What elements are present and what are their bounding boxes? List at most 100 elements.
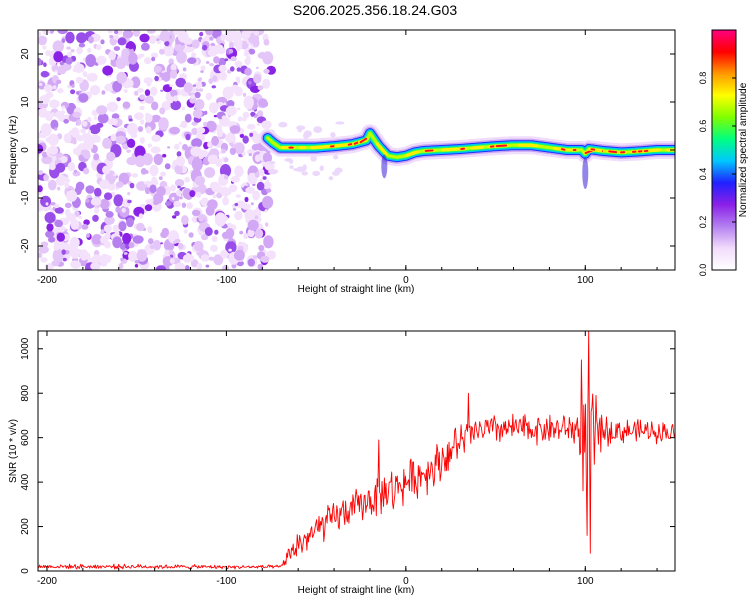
noise-blob — [38, 245, 49, 254]
noise-blob — [203, 121, 208, 127]
noise-blob — [200, 197, 209, 208]
noise-blob — [234, 210, 243, 221]
noise-blob — [63, 133, 72, 144]
ridge-peak — [359, 137, 368, 144]
noise-blob — [81, 224, 89, 230]
noise-blob — [194, 81, 203, 89]
noise-blob — [263, 181, 272, 190]
noise-blob — [231, 258, 236, 263]
noise-blob — [78, 42, 86, 48]
noise-blob — [142, 153, 153, 166]
noise-blob — [228, 41, 234, 48]
noise-blob — [136, 222, 145, 232]
noise-blob — [38, 170, 44, 175]
noise-blob — [268, 169, 278, 175]
noise-blob — [248, 153, 252, 157]
noise-blob — [213, 114, 218, 118]
noise-blob — [86, 233, 90, 238]
noise-blob — [207, 141, 213, 148]
ridge-hotspot — [523, 143, 539, 148]
heatmap-y-axis-label: Frequency (Hz) — [8, 116, 19, 185]
noise-blob — [107, 30, 113, 34]
noise-blob — [99, 179, 110, 190]
noise-blob — [52, 40, 64, 53]
noise-blob — [206, 61, 210, 64]
noise-blob — [246, 149, 255, 155]
noise-blob — [162, 153, 167, 158]
noise-blob — [75, 181, 85, 191]
noise-blob — [221, 264, 230, 270]
noise-blob — [62, 257, 67, 262]
noise-blob — [83, 219, 90, 226]
noise-blob — [193, 240, 204, 252]
noise-blob — [186, 202, 193, 209]
noise-blob — [131, 173, 139, 178]
noise-blob — [56, 79, 62, 85]
noise-blob — [102, 137, 112, 149]
noise-blob — [151, 56, 156, 62]
noise-blob — [173, 200, 182, 208]
noise-blob — [207, 154, 219, 165]
noise-blob — [106, 101, 119, 113]
noise-blob — [278, 121, 288, 128]
noise-blob — [120, 257, 124, 261]
noise-blob — [147, 226, 152, 232]
noise-blob — [123, 252, 128, 255]
noise-blob — [38, 31, 42, 37]
snr-series-line — [38, 331, 675, 570]
noise-blob — [261, 162, 266, 167]
noise-blob — [248, 80, 252, 85]
noise-blob — [204, 167, 216, 178]
noise-blob — [126, 138, 136, 148]
noise-blob — [115, 57, 127, 69]
noise-blob — [67, 161, 76, 172]
noise-blob — [226, 100, 235, 108]
noise-blob — [244, 57, 251, 66]
noise-blob — [104, 216, 115, 225]
noise-blob — [247, 258, 255, 267]
noise-blob — [93, 116, 97, 120]
noise-blob — [149, 35, 157, 44]
noise-blob — [185, 133, 191, 141]
noise-blob — [262, 176, 267, 180]
noise-blob — [110, 134, 117, 142]
colorbar: 0.0 0.2 0.4 0.6 0.8 Normalized spectral ampl… — [698, 29, 749, 276]
noise-blob — [45, 230, 55, 238]
noise-blob — [54, 70, 58, 73]
noise-blob — [94, 207, 100, 214]
noise-blob — [191, 52, 197, 59]
noise-blob — [289, 165, 294, 170]
noise-blob — [209, 62, 215, 67]
colorbar-tick-label: 0.8 — [698, 72, 708, 85]
noise-blob — [53, 51, 64, 63]
heatmap-x-axis-label: Height of straight line (km) — [298, 284, 415, 295]
noise-blob — [233, 142, 245, 155]
noise-blob — [56, 186, 61, 191]
noise-blob — [88, 36, 94, 44]
noise-blob — [63, 176, 69, 182]
noise-blob — [236, 46, 241, 52]
noise-blob — [151, 176, 157, 183]
noise-blob — [232, 208, 237, 211]
noise-blob — [194, 91, 201, 99]
noise-blob — [254, 171, 260, 178]
noise-blob — [332, 170, 340, 176]
noise-blob — [154, 75, 159, 82]
noise-blob — [178, 141, 182, 145]
noise-blob — [262, 152, 273, 164]
noise-blob — [328, 176, 334, 181]
noise-blob — [174, 179, 185, 187]
noise-blob — [53, 244, 60, 251]
noise-blob — [150, 146, 161, 154]
noise-blob — [154, 65, 162, 73]
noise-blob — [126, 149, 131, 153]
noise-blob — [168, 58, 174, 65]
noise-blob — [62, 242, 70, 250]
noise-blob — [162, 71, 171, 82]
noise-blob — [70, 127, 80, 138]
noise-blob — [197, 78, 202, 82]
snr-x-tick-label: 100 — [577, 576, 594, 587]
noise-blob — [56, 232, 65, 242]
noise-blob — [127, 192, 131, 196]
